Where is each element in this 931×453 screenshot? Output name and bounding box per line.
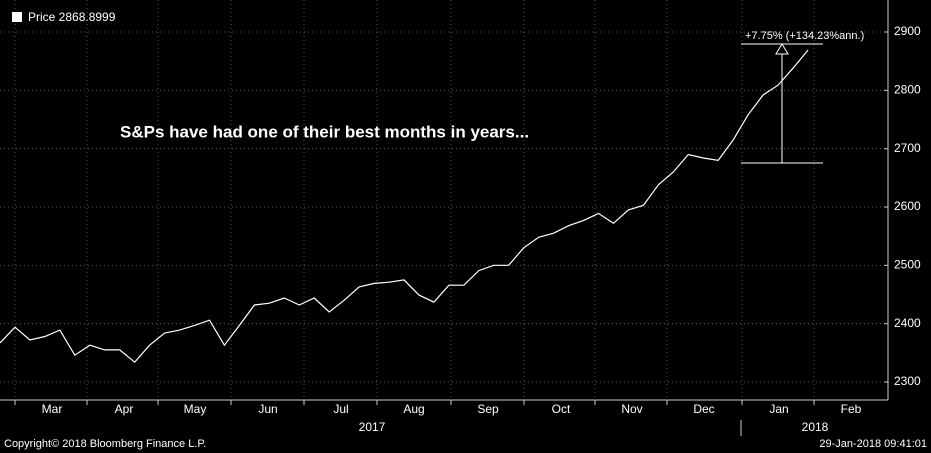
x-tick-label: Jul (333, 402, 348, 416)
x-tick-label: Sep (477, 402, 499, 416)
legend-label: Price 2868.8999 (28, 10, 116, 24)
copyright: Copyright© 2018 Bloomberg Finance L.P. (4, 438, 206, 450)
x-tick-label: Mar (42, 402, 63, 416)
x-tick-label: Aug (403, 402, 424, 416)
y-tick-label: 2600 (894, 199, 921, 213)
timestamp: 29-Jan-2018 09:41:01 (819, 438, 927, 450)
price-line (0, 49, 809, 364)
x-tick-label: Oct (552, 402, 571, 416)
year-label: 2017 (359, 420, 386, 434)
y-tick-label: 2900 (894, 24, 921, 38)
x-tick-label: Apr (115, 402, 134, 416)
x-tick-label: Feb (841, 402, 862, 416)
y-tick-label: 2500 (894, 258, 921, 272)
legend-swatch (12, 12, 22, 22)
x-tick-label: Jan (769, 402, 788, 416)
x-tick-label: May (184, 402, 207, 416)
arrow-head (775, 43, 789, 55)
year-label: 2018 (802, 420, 829, 434)
y-tick-label: 2300 (894, 374, 921, 388)
y-tick-label: 2400 (894, 316, 921, 330)
y-tick-label: 2700 (894, 141, 921, 155)
x-tick-label: Nov (621, 402, 642, 416)
annotation: S&Ps have had one of their best months i… (120, 122, 529, 141)
change-label: +7.75% (+134.23%ann.) (745, 30, 864, 42)
x-tick-label: Dec (693, 402, 714, 416)
x-tick-label: Jun (258, 402, 277, 416)
y-tick-label: 2800 (894, 83, 921, 97)
